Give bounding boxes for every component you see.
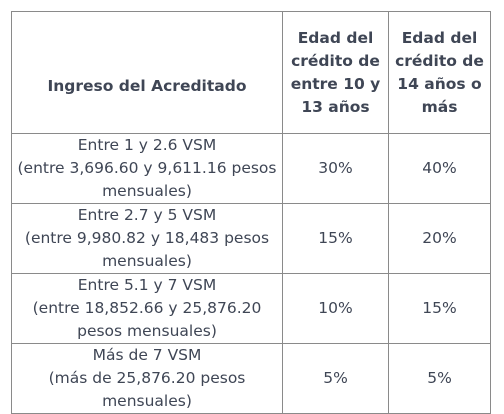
header-income: Ingreso del Acreditado — [11, 11, 283, 134]
rate-10-13-cell: 5% — [282, 343, 389, 414]
table-row: Entre 5.1 y 7 VSM (entre 18,852.66 y 25,… — [11, 273, 491, 344]
income-detail-cont: mensuales) — [102, 182, 192, 200]
rate-10-13-cell: 10% — [282, 273, 389, 344]
rate-14-plus-cell: 20% — [388, 203, 491, 274]
header-age-14-plus-text: Edad del crédito de 14 años o más — [395, 28, 484, 116]
income-detail-cont: mensuales) — [102, 252, 192, 270]
income-cell: Entre 5.1 y 7 VSM (entre 18,852.66 y 25,… — [11, 273, 283, 344]
income-cell: Más de 7 VSM (más de 25,876.20 pesos men… — [11, 343, 283, 414]
income-detail: (más de 25,876.20 pesos — [48, 369, 246, 387]
income-detail-cont: mensuales) — [102, 392, 192, 410]
income-detail-cont: pesos mensuales) — [77, 322, 217, 340]
income-range: Más de 7 VSM — [92, 346, 202, 364]
rate-14-plus-cell: 15% — [388, 273, 491, 344]
rate-14-plus-cell: 5% — [388, 343, 491, 414]
credit-discount-table: Ingreso del Acreditado Edad del crédito … — [11, 11, 491, 414]
table-header-row: Ingreso del Acreditado Edad del crédito … — [11, 11, 491, 134]
header-age-10-13: Edad del crédito de entre 10 y 13 años — [282, 11, 389, 134]
header-age-14-plus: Edad del crédito de 14 años o más — [388, 11, 491, 134]
income-detail: (entre 3,696.60 y 9,611.16 pesos — [17, 159, 277, 177]
income-range: Entre 2.7 y 5 VSM — [77, 206, 217, 224]
table-row: Más de 7 VSM (más de 25,876.20 pesos men… — [11, 343, 491, 414]
income-cell: Entre 1 y 2.6 VSM (entre 3,696.60 y 9,61… — [11, 133, 283, 204]
header-age-10-13-text: Edad del crédito de entre 10 y 13 años — [290, 28, 381, 116]
table-row: Entre 2.7 y 5 VSM (entre 9,980.82 y 18,4… — [11, 203, 491, 274]
income-range: Entre 1 y 2.6 VSM — [77, 136, 217, 154]
income-detail: (entre 18,852.66 y 25,876.20 — [32, 299, 262, 317]
table-row: Entre 1 y 2.6 VSM (entre 3,696.60 y 9,61… — [11, 133, 491, 204]
income-detail: (entre 9,980.82 y 18,483 pesos — [24, 229, 270, 247]
table-container: Ingreso del Acreditado Edad del crédito … — [11, 11, 491, 414]
rate-10-13-cell: 30% — [282, 133, 389, 204]
rate-10-13-cell: 15% — [282, 203, 389, 274]
income-cell: Entre 2.7 y 5 VSM (entre 9,980.82 y 18,4… — [11, 203, 283, 274]
rate-14-plus-cell: 40% — [388, 133, 491, 204]
income-range: Entre 5.1 y 7 VSM — [77, 276, 217, 294]
